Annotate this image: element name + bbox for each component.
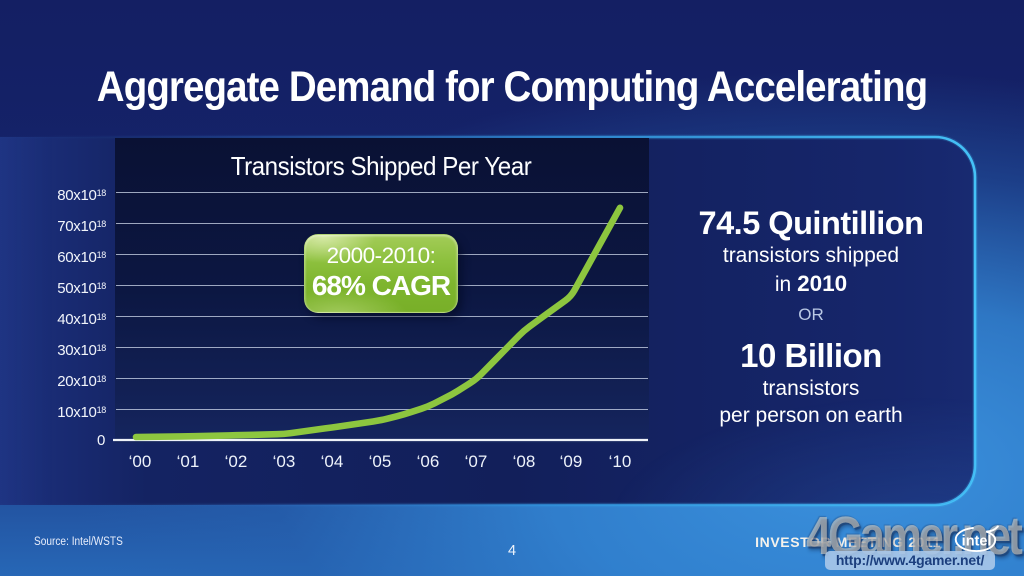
svg-text:intel: intel — [962, 533, 992, 549]
